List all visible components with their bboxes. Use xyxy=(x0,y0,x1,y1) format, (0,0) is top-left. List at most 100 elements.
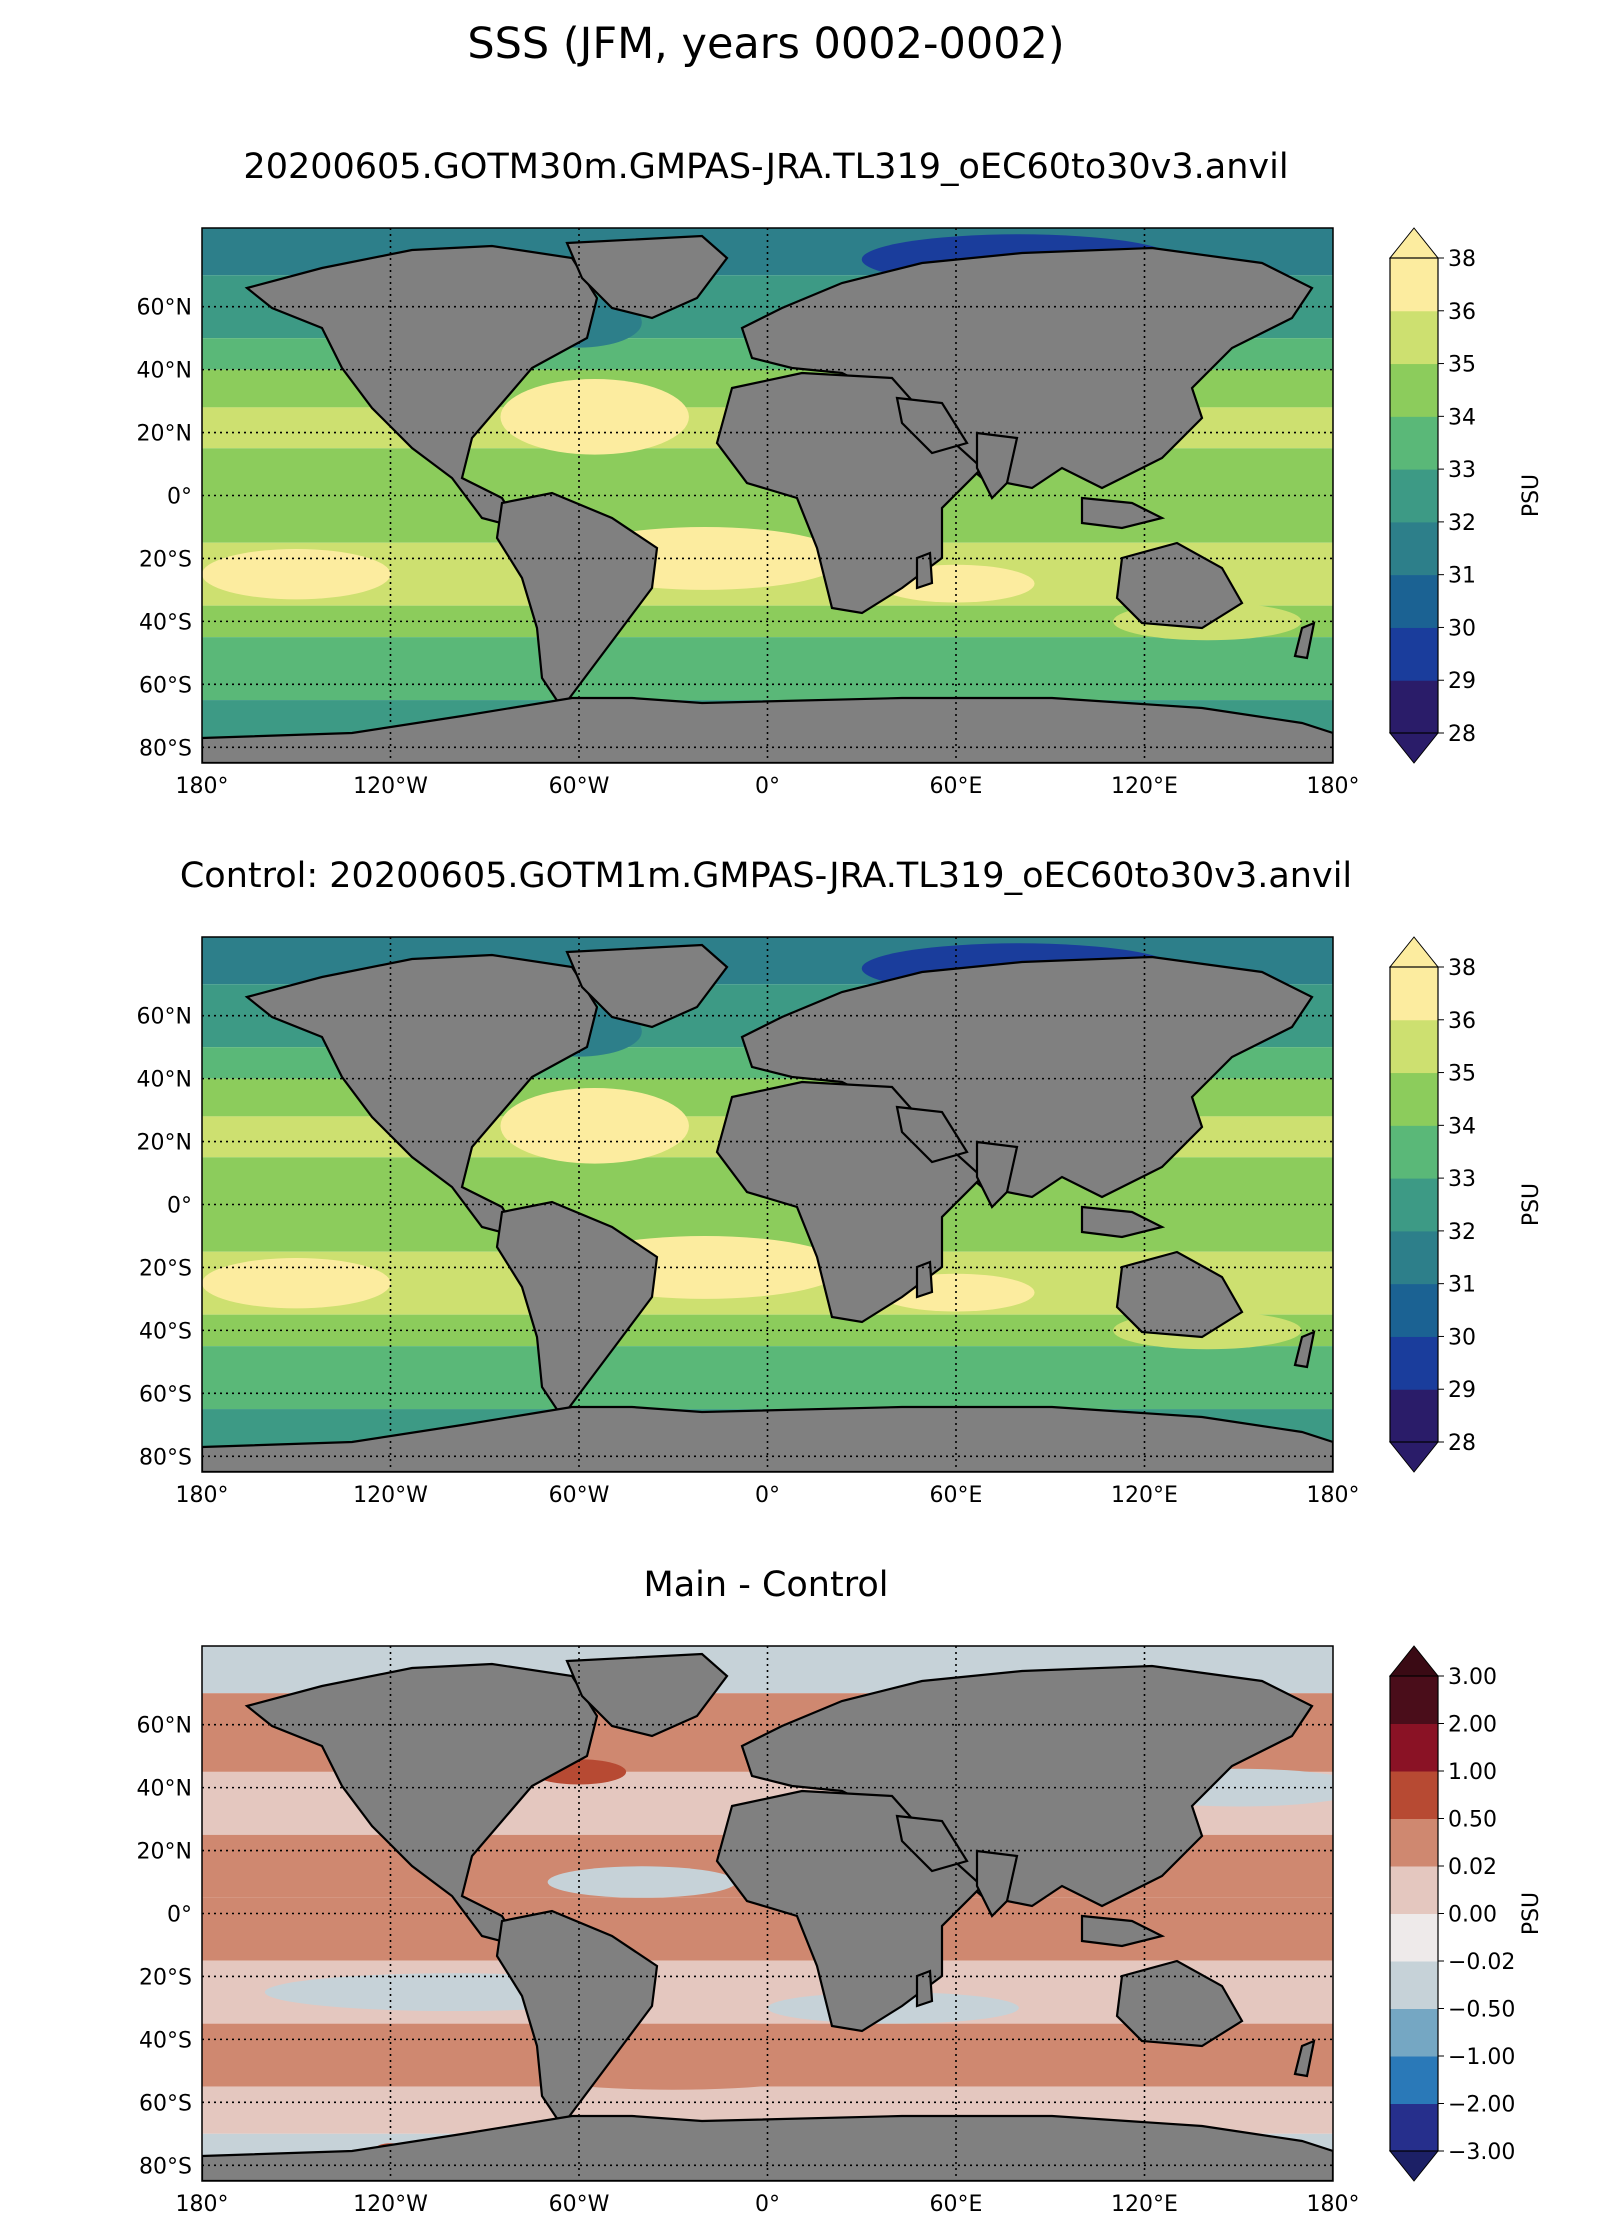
colorbar-extend-min xyxy=(1388,1441,1440,1473)
colorbar-tick-label: 34 xyxy=(1448,1114,1476,1139)
colorbar-segment xyxy=(1390,521,1438,576)
colorbar-segment xyxy=(1390,1072,1438,1126)
y-tick-label: 20°N xyxy=(137,1131,192,1156)
colorbar-segment xyxy=(1390,1913,1438,1962)
x-tick-label: 60°W xyxy=(549,2192,610,2217)
x-tick-label: 0° xyxy=(755,2192,780,2217)
salinity-feature xyxy=(500,379,689,455)
y-tick-label: 20°S xyxy=(139,547,192,572)
colorbar-tick-label: 36 xyxy=(1448,300,1476,325)
colorbar-extend-max xyxy=(1388,227,1440,259)
colorbar-tick-label: 2.00 xyxy=(1448,1713,1497,1738)
salinity-feature xyxy=(202,1258,391,1309)
y-tick-label: 40°N xyxy=(137,1777,192,1802)
colorbar-tick-label: 35 xyxy=(1448,353,1476,378)
y-tick-label: 60°S xyxy=(139,1382,192,1407)
colorbar-segment xyxy=(1390,258,1438,312)
colorbar-tick-label: 34 xyxy=(1448,405,1476,430)
colorbar-tick-label: −2.00 xyxy=(1448,2093,1515,2118)
colorbar-tick-label: 32 xyxy=(1448,511,1476,536)
x-tick-label: 120°W xyxy=(353,2192,428,2217)
colorbar-segment xyxy=(1390,416,1438,470)
colorbar-segment xyxy=(1390,2056,1438,2104)
colorbar-tick-label: 0.00 xyxy=(1448,1903,1497,1928)
colorbar-tick-label: 33 xyxy=(1448,1167,1476,1192)
colorbar: 28 29 30 31 32 33 34 35 36 38 PSU xyxy=(1388,936,1544,1473)
y-tick-label: 40°N xyxy=(137,359,192,384)
x-tick-label: 0° xyxy=(755,1483,780,1508)
x-tick-label: 180° xyxy=(1307,1483,1360,1508)
map-panel-3: 180° 120°W 60°W 0° 60°E 120°E 180° 60°N 40°N 20°N… xyxy=(137,1645,1544,2217)
colorbar-label: PSU xyxy=(1519,474,1544,517)
x-tick-label: 60°E xyxy=(930,2192,983,2217)
colorbar: 28 29 30 31 32 33 34 35 36 38 PSU xyxy=(1388,227,1544,764)
x-tick-label: 120°E xyxy=(1111,774,1178,799)
plot-frame xyxy=(201,936,1334,1473)
y-tick-label: 60°N xyxy=(137,296,192,321)
colorbar-extend-max xyxy=(1388,1645,1440,1677)
colorbar-tick-label: 29 xyxy=(1448,1378,1476,1403)
plot-frame xyxy=(201,227,1334,764)
y-tick-label: 20°N xyxy=(137,1840,192,1865)
colorbar-segment xyxy=(1390,1336,1438,1390)
colorbar-tick-label: 30 xyxy=(1448,616,1476,641)
colorbar-segment xyxy=(1390,1818,1438,1867)
colorbar-tick-label: −3.00 xyxy=(1448,2140,1515,2165)
y-tick-label: 0° xyxy=(167,485,192,510)
colorbar-segment xyxy=(1390,1961,1438,2009)
x-tick-label: 180° xyxy=(1307,2192,1360,2217)
x-tick-label: 60°W xyxy=(549,1483,610,1508)
colorbar-segment xyxy=(1390,1771,1438,1819)
colorbar-frame xyxy=(1389,966,1439,1443)
difference-feature xyxy=(547,1866,737,1898)
colorbar-segment xyxy=(1390,680,1438,734)
y-tick-label: 80°S xyxy=(139,1445,192,1470)
colorbar-segment xyxy=(1390,1019,1438,1074)
colorbar-segment xyxy=(1390,1283,1438,1337)
panel-2-title: Control: 20200605.GOTM1m.GMPAS-JRA.TL319… xyxy=(180,856,1352,896)
salinity-feature xyxy=(500,1088,689,1164)
ocean-band xyxy=(202,1346,1333,1410)
colorbar-segment xyxy=(1390,2008,1438,2057)
y-tick-label: 60°S xyxy=(139,2091,192,2116)
colorbar-tick-label: −0.02 xyxy=(1448,1950,1515,1975)
panel-1-title: 20200605.GOTM30m.GMPAS-JRA.TL319_oEC60to… xyxy=(243,147,1288,187)
x-tick-label: 120°W xyxy=(353,1483,428,1508)
y-tick-label: 80°S xyxy=(139,736,192,761)
y-tick-label: 0° xyxy=(167,1194,192,1219)
y-tick-label: 60°S xyxy=(139,673,192,698)
ocean-band xyxy=(202,637,1333,701)
colorbar-tick-label: 29 xyxy=(1448,669,1476,694)
colorbar-tick-label: −1.00 xyxy=(1448,2045,1515,2070)
x-tick-label: 0° xyxy=(755,774,780,799)
map-panel-1: 180° 120°W 60°W 0° 60°E 120°E 180° 60°N 40°N 20°N… xyxy=(137,227,1544,799)
y-tick-label: 40°S xyxy=(139,2028,192,2053)
land-mask xyxy=(202,1652,1333,2181)
colorbar-tick-label: 36 xyxy=(1448,1009,1476,1034)
colorbar-tick-label: −0.50 xyxy=(1448,1998,1515,2023)
colorbar-tick-label: 0.02 xyxy=(1448,1855,1497,1880)
x-tick-label: 180° xyxy=(176,1483,229,1508)
x-tick-label: 120°E xyxy=(1111,1483,1178,1508)
salinity-feature xyxy=(202,549,391,600)
colorbar-frame xyxy=(1389,257,1439,734)
colorbar-tick-label: 32 xyxy=(1448,1220,1476,1245)
colorbar-segment xyxy=(1390,1676,1438,1724)
colorbar-tick-label: 38 xyxy=(1448,956,1476,981)
y-tick-label: 80°S xyxy=(139,2154,192,2179)
colorbar-segment xyxy=(1390,967,1438,1021)
colorbar-segment xyxy=(1390,1125,1438,1179)
y-tick-label: 0° xyxy=(167,1903,192,1928)
x-tick-label: 120°W xyxy=(353,774,428,799)
colorbar-segment xyxy=(1390,1389,1438,1443)
colorbar-segment xyxy=(1390,310,1438,365)
colorbar-segment xyxy=(1390,627,1438,681)
colorbar-label: PSU xyxy=(1519,1892,1544,1935)
colorbar-tick-label: 0.50 xyxy=(1448,1808,1497,1833)
y-tick-label: 20°S xyxy=(139,1256,192,1281)
y-tick-label: 20°N xyxy=(137,422,192,447)
x-tick-label: 60°E xyxy=(930,774,983,799)
y-tick-label: 60°N xyxy=(137,1714,192,1739)
colorbar-label: PSU xyxy=(1519,1183,1544,1226)
